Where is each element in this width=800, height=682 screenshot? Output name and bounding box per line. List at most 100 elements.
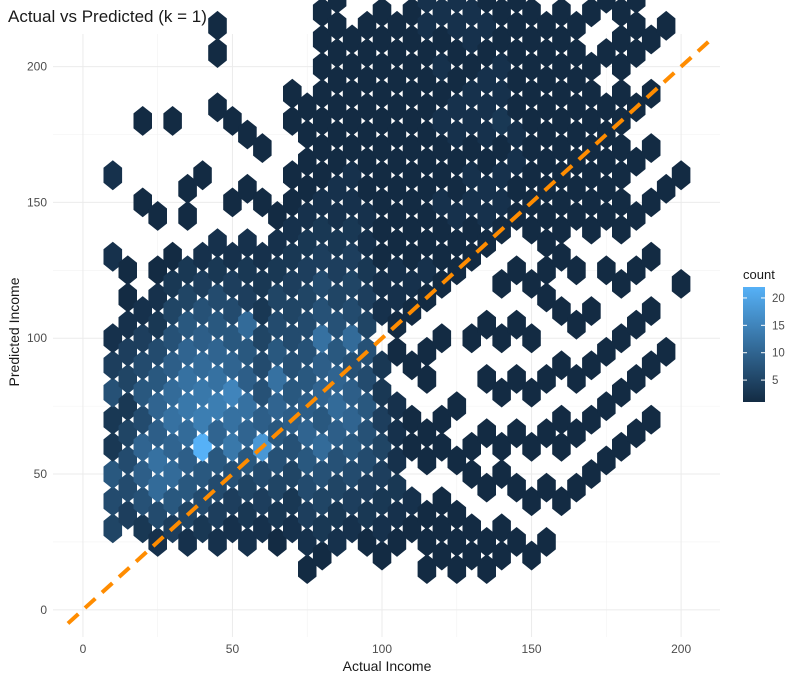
y-axis-ticks: 0 50 100 150 200 (27, 60, 47, 617)
hexbin (118, 391, 137, 422)
hexbin (492, 323, 511, 354)
hexbin (462, 323, 481, 354)
hexbin (597, 173, 616, 204)
hexbin (492, 513, 511, 544)
hexbin (298, 472, 317, 503)
hexbin (627, 309, 646, 340)
hexbin (582, 51, 601, 82)
x-tick-label: 50 (226, 642, 240, 656)
hexbin (327, 201, 347, 231)
hexbin (402, 0, 422, 28)
hexbin (417, 228, 437, 259)
hexbin (492, 269, 511, 299)
hexbin (327, 418, 347, 449)
hexbin (641, 296, 661, 326)
hexbin (387, 255, 407, 286)
hexbin (402, 214, 422, 245)
hexbin (477, 10, 496, 41)
hexbin (417, 445, 437, 476)
hexbin (223, 296, 242, 326)
hexbin (268, 472, 287, 503)
hexbin (372, 214, 392, 245)
hexbin (537, 38, 556, 68)
hexbin (312, 187, 332, 218)
hexbin (372, 187, 392, 218)
hexbin (253, 133, 272, 163)
hexbin (148, 418, 167, 449)
hexbin (522, 24, 541, 55)
hexbin (133, 459, 152, 489)
hexbin (283, 513, 302, 544)
hexbin (402, 51, 422, 82)
hexbin (298, 445, 317, 476)
hexbin (447, 173, 467, 204)
hexbin (357, 119, 377, 150)
hexbin (163, 323, 182, 354)
hexbin (522, 377, 541, 408)
hexbin (432, 269, 452, 299)
hexbin (627, 418, 646, 449)
hexbin (148, 201, 167, 231)
hexbin (567, 146, 586, 177)
hexbin (507, 364, 526, 394)
hexbin (372, 106, 392, 136)
hexbin (402, 513, 422, 544)
hexbin (447, 146, 467, 177)
hexbin (268, 499, 287, 530)
hexbin (357, 445, 377, 476)
hexbin (417, 10, 437, 41)
chart-title: Actual vs Predicted (k = 1) (8, 7, 207, 26)
hexbin (193, 431, 212, 462)
hexbin (567, 255, 586, 286)
hexbin (402, 241, 422, 272)
hexbin (432, 187, 452, 218)
hexbin (641, 24, 661, 55)
hexbin (477, 146, 496, 177)
hexbin (312, 106, 332, 136)
hexbin (477, 201, 496, 231)
hexbin (641, 350, 661, 381)
hexbin (477, 527, 496, 557)
hexbin (462, 51, 481, 82)
hexbin (432, 78, 452, 109)
hexbin (462, 187, 481, 218)
hexbin (387, 228, 407, 259)
hexbin (582, 187, 601, 218)
hexbin (462, 459, 481, 489)
hexbin (582, 350, 601, 381)
hexbin (432, 241, 452, 272)
hexbin (462, 540, 481, 571)
hexbin (552, 24, 571, 55)
hexbin (133, 377, 152, 408)
hexbin (148, 472, 167, 503)
hexbin (432, 431, 452, 462)
hexbin (627, 0, 646, 14)
hexbin (477, 309, 496, 340)
hexbin (597, 92, 616, 123)
hexbin (492, 133, 511, 163)
hexbin (552, 350, 571, 381)
hexbin (223, 241, 242, 272)
hexbin (477, 38, 496, 68)
hexbin (612, 133, 631, 163)
hexbin (402, 404, 422, 435)
hexbin (268, 228, 287, 259)
y-tick-label: 0 (40, 603, 47, 617)
hexbin (208, 255, 227, 286)
hexbin (357, 228, 377, 259)
legend-tick-label: 5 (772, 375, 778, 387)
hexbin (656, 10, 676, 41)
hexbin (552, 0, 571, 28)
hexbin (552, 133, 571, 163)
y-tick-label: 100 (27, 331, 47, 345)
hexbin (178, 255, 197, 286)
hexbin (223, 459, 242, 489)
hexbin (283, 431, 302, 462)
hexbin (537, 201, 556, 231)
legend-tick-label: 15 (772, 320, 785, 332)
hexbin (477, 472, 496, 503)
hexbin (163, 296, 182, 326)
hexbin (268, 391, 287, 422)
hexbin (357, 173, 377, 204)
hexbin (148, 364, 167, 394)
